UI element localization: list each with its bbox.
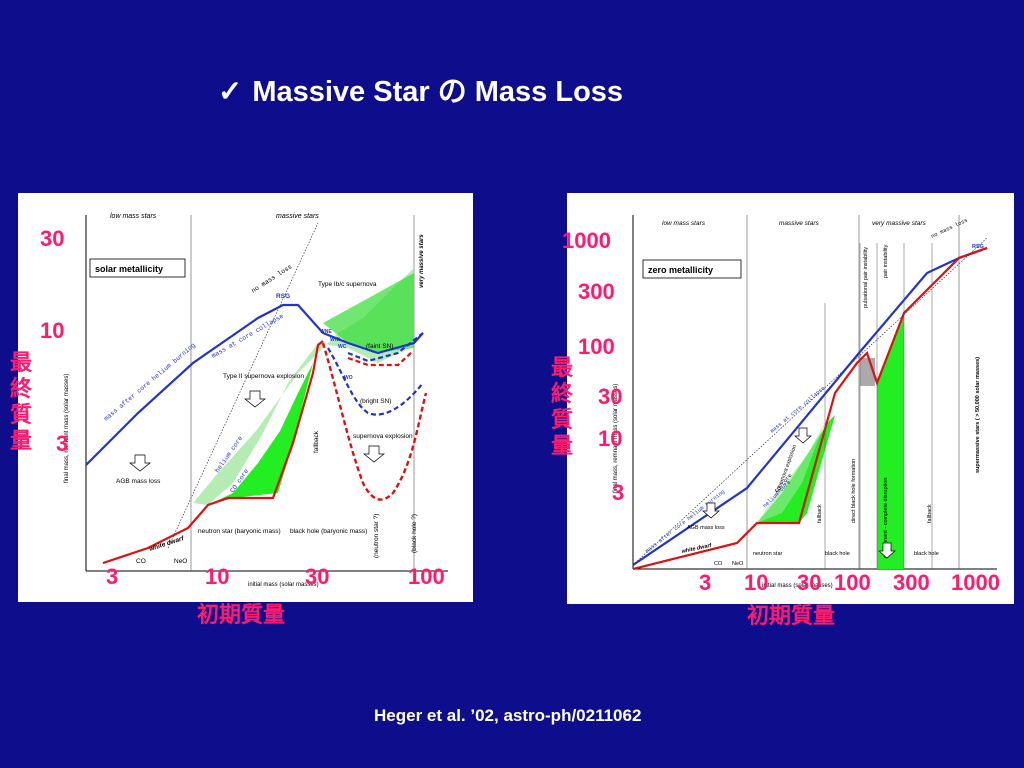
svg-text:NeO: NeO [174, 558, 187, 565]
svg-text:black hole (baryonic mass): black hole (baryonic mass) [290, 528, 367, 535]
left-xtick: 10 [205, 564, 230, 589]
svg-text:CO: CO [714, 561, 723, 567]
left-ylabel: 最終質量 [9, 350, 32, 453]
svg-text:mass after core helium burning: mass after core helium burning [103, 342, 197, 423]
svg-text:pulsational pair instability: pulsational pair instability [863, 247, 869, 308]
svg-text:WNE: WNE [320, 329, 332, 335]
svg-text:direct black hole formation: direct black hole formation [851, 459, 857, 523]
right-xtick: 3 [699, 570, 712, 595]
arrow-icon [129, 454, 151, 472]
arrow-icon [244, 390, 266, 408]
metallicity-label: solar metallicity [95, 264, 163, 274]
svg-text:massive stars: massive stars [779, 220, 819, 227]
series-remnant [102, 340, 324, 565]
svg-text:fallback: fallback [817, 504, 823, 523]
svg-text:black hole: black hole [825, 551, 850, 557]
right-ytick: 3 [612, 480, 625, 505]
svg-text:fallback: fallback [313, 430, 320, 453]
left-xtick: 30 [305, 564, 330, 589]
right-xtick: 10 [744, 570, 769, 595]
right-ytick: 1000 [562, 228, 611, 253]
svg-text:low mass stars: low mass stars [662, 220, 706, 227]
solar-metallicity-chart: low mass stars massive stars very massiv… [18, 193, 473, 602]
svg-text:final mass, remnant mass (sola: final mass, remnant mass (solar masses) [613, 384, 619, 493]
svg-text:black hole: black hole [914, 551, 939, 557]
svg-text:RSG: RSG [972, 244, 984, 250]
svg-text:supermassive stars ( > 50,000: supermassive stars ( > 50,000 solar mass… [975, 357, 981, 473]
svg-text:(black hole ?): (black hole ?) [411, 514, 418, 553]
svg-text:mass at core collapse: mass at core collapse [211, 313, 286, 360]
zero-metallicity-chart: low mass stars massive stars very massiv… [567, 193, 1014, 604]
arrow-icon [363, 445, 385, 463]
slide-title: ✓ Massive Star の Mass Loss [218, 72, 718, 112]
right-ytick: 300 [578, 279, 615, 304]
right-ytick: 100 [578, 334, 615, 359]
svg-text:WNL: WNL [330, 337, 341, 343]
series-supernova-dashed [321, 342, 428, 501]
svg-text:no mass loss: no mass loss [250, 263, 293, 294]
svg-text:no remnant - complete disrupti: no remnant - complete disruption [883, 478, 889, 558]
checkmark-icon: ✓ [218, 76, 243, 108]
svg-text:AGB mass loss: AGB mass loss [116, 478, 161, 485]
svg-text:WO: WO [344, 375, 353, 381]
right-xtick: 1000 [951, 570, 1000, 595]
left-ytick: 10 [40, 318, 65, 343]
series-helium-burning [85, 303, 424, 466]
svg-text:final mass, remnant mass (sola: final mass, remnant mass (solar masses) [64, 374, 70, 483]
svg-text:(neutron star ?): (neutron star ?) [373, 514, 380, 558]
svg-text:neutron star: neutron star [753, 551, 783, 557]
right-ylabel: 最終質量 [550, 355, 573, 458]
svg-text:fallback: fallback [927, 504, 933, 523]
region-very-massive: very massive stars [419, 234, 425, 288]
right-ytick: 30 [598, 384, 623, 409]
svg-text:Type Ib/c supernova: Type Ib/c supernova [318, 281, 377, 288]
svg-text:CO: CO [136, 558, 146, 565]
svg-text:(faint SN): (faint SN) [366, 343, 393, 350]
left-ytick: 30 [40, 226, 65, 251]
right-ytick: 10 [598, 426, 623, 451]
svg-text:NeO: NeO [732, 561, 744, 567]
svg-text:initial mass (solar masses): initial mass (solar masses) [762, 583, 833, 589]
right-xtick: 300 [893, 570, 930, 595]
left-xlabel: 初期質量 [197, 602, 286, 627]
left-xtick: 100 [408, 564, 445, 589]
right-xtick: 30 [797, 570, 822, 595]
svg-text:mass after core helium burning: mass after core helium burning [644, 488, 726, 554]
svg-text:RSG: RSG [276, 293, 290, 300]
svg-text:pair instability: pair instability [883, 244, 889, 278]
metallicity-box [89, 258, 186, 278]
svg-text:(bright SN): (bright SN) [360, 398, 391, 405]
svg-text:neutron star (baryonic mass): neutron star (baryonic mass) [198, 528, 281, 535]
svg-text:very massive stars: very massive stars [872, 220, 927, 227]
title-text: Massive Star の Mass Loss [252, 76, 624, 108]
svg-text:no mass loss: no mass loss [930, 217, 969, 240]
citation: Heger et al. ’02, astro-ph/0211062 [374, 706, 642, 725]
left-ytick: 3 [56, 431, 69, 456]
region-massive: massive stars [276, 213, 319, 220]
right-xlabel: 初期質量 [747, 603, 836, 628]
svg-text:zero metallicity: zero metallicity [648, 265, 713, 275]
svg-text:supernova explosion: supernova explosion [353, 433, 413, 440]
svg-text:Type II supernova explosion: Type II supernova explosion [223, 373, 304, 380]
svg-text:WC: WC [338, 344, 347, 350]
right-xtick: 100 [834, 570, 871, 595]
left-xtick: 3 [106, 564, 119, 589]
svg-text:initial mass (solar masses): initial mass (solar masses) [248, 582, 319, 588]
region-low-mass: low mass stars [110, 213, 157, 220]
svg-text:AGB mass loss: AGB mass loss [687, 525, 725, 531]
